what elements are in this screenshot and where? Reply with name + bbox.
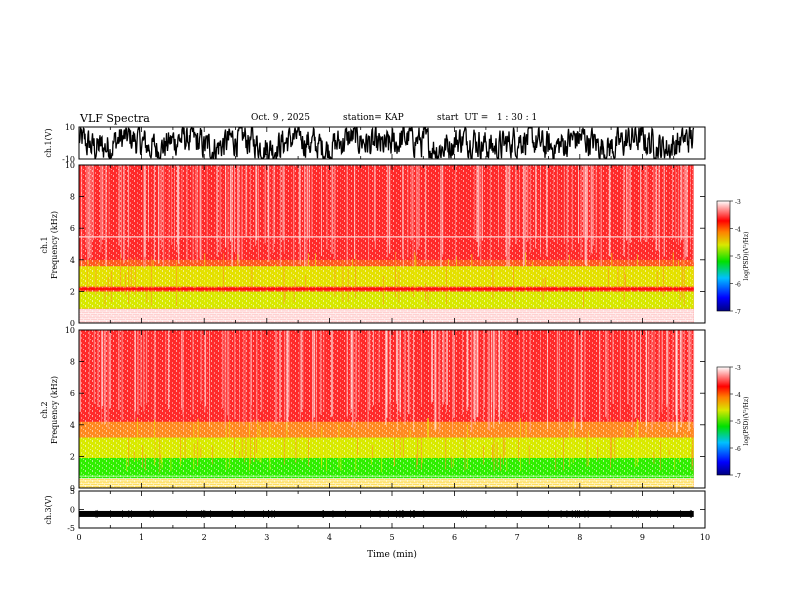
- ch2-colorbar-tick-label: -5: [735, 419, 741, 426]
- ch2-colorbar-gradient: [716, 366, 731, 476]
- ch1-spectrogram-ylabel-channel: ch.1: [40, 236, 49, 253]
- ch1-waveform-ylabel: ch.1(V): [44, 128, 53, 157]
- ch2-spectrogram-ytick-label: 8: [70, 358, 75, 367]
- ch3-waveform-frame: [78, 490, 706, 529]
- ch1-colorbar-label: log(PSD)(V²/Hz): [743, 232, 750, 281]
- ch2-spectrogram-ytick-label: 0: [70, 484, 75, 493]
- ch2-colorbar-tick-label: -3: [735, 365, 741, 372]
- time-axis-tick-label: 7: [515, 533, 520, 542]
- ch2-colorbar: -3 -4 -5 -6 -7 log(PSD)(V²/Hz): [716, 365, 750, 480]
- ch1-waveform-clip: [79, 127, 695, 159]
- date-label: Oct. 9 , 2025: [251, 113, 310, 123]
- figure-title: VLF Spectra: [80, 112, 150, 125]
- ch2-spectrogram-ytick-label: 6: [70, 389, 75, 398]
- ch1-colorbar: -3 -4 -5 -6 -7 log(PSD)(V²/Hz): [716, 199, 750, 316]
- ch3-waveform-trace: [79, 510, 694, 517]
- ch2-spectrogram-ylabel-frequency: Frequency (kHz): [50, 376, 59, 444]
- ch2-spectrogram-ytick-label: 10: [65, 326, 75, 335]
- ch2-spectrogram-ytick-label: 2: [70, 452, 75, 461]
- ch1-waveform-trace: [79, 127, 695, 159]
- time-axis-tick-label: 8: [577, 533, 582, 542]
- ch1-spectrogram-ytick-label: 8: [70, 193, 75, 202]
- time-axis-tick-label: 5: [389, 533, 394, 542]
- ch3-waveform-ytick-label: -5: [67, 524, 75, 533]
- ch1-waveform-ytick-label: -10: [62, 155, 75, 164]
- ch1-colorbar-tick-label: -3: [735, 199, 741, 206]
- ch1-colorbar-tick-label: -7: [735, 309, 741, 316]
- ch1-spectrogram-ylabel-frequency: Frequency (kHz): [50, 211, 59, 279]
- ch3-waveform-ylabel: ch.3(V): [44, 495, 53, 524]
- ch1-waveform-ytick-label: 10: [65, 123, 75, 132]
- station-label: station= KAP: [343, 113, 404, 123]
- ch1-spectrogram-ytick-label: 10: [65, 161, 75, 170]
- time-axis-tick-label: 6: [452, 533, 457, 542]
- ch3-waveform-panel: 50-50 1 2 3 4 5 6 7 8 9 10: [67, 487, 710, 542]
- ch1-spectrogram-ytick-label: 4: [70, 256, 75, 265]
- ch1-colorbar-tick-label: -5: [735, 254, 741, 261]
- time-axis-label: Time (min): [367, 549, 417, 560]
- time-axis-tick-label: 1: [139, 533, 144, 542]
- ch2-spectrogram-ylabel-channel: ch.2: [40, 401, 49, 418]
- time-axis-tick-label: 3: [264, 533, 269, 542]
- time-axis-tick-label: 10: [700, 533, 710, 542]
- ch3-waveform-ytick-label: 0: [70, 506, 75, 515]
- ch1-spectrogram-ytick-label: 0: [70, 319, 75, 328]
- ch1-colorbar-tick-label: -4: [735, 227, 741, 234]
- ch1-colorbar-tick-label: -6: [735, 282, 741, 289]
- ch1-waveform-panel: 10 -10: [62, 123, 706, 164]
- time-axis-tick-label: 2: [202, 533, 207, 542]
- ch1-spectrogram-ytick-label: 2: [70, 287, 75, 296]
- ch2-spectrogram-panel: 0 2 4 6 8 10: [65, 326, 706, 493]
- ch1-spectrogram-ytick-label: 6: [70, 224, 75, 233]
- start-time-label: start UT = 1 : 30 : 1: [437, 113, 538, 123]
- time-axis-tick-label: 4: [327, 533, 332, 542]
- ch2-colorbar-label: log(PSD)(V²/Hz): [743, 397, 750, 446]
- ch2-colorbar-tick-label: -6: [735, 446, 741, 453]
- ch3-waveform-ytick-label: 5: [70, 487, 75, 496]
- time-axis-tick-label: 9: [640, 533, 645, 542]
- ch2-spectrogram-ytick-label: 4: [70, 421, 75, 430]
- ch2-colorbar-tick-label: -4: [735, 392, 741, 399]
- ch3-waveform-clip: [79, 509, 694, 518]
- ch2-colorbar-tick-label: -7: [735, 473, 741, 480]
- ch1-colorbar-gradient: [716, 200, 731, 312]
- ch1-spectrogram-panel: 0 2 4 6 8 10: [65, 161, 706, 328]
- time-axis-tick-label: 0: [76, 533, 81, 542]
